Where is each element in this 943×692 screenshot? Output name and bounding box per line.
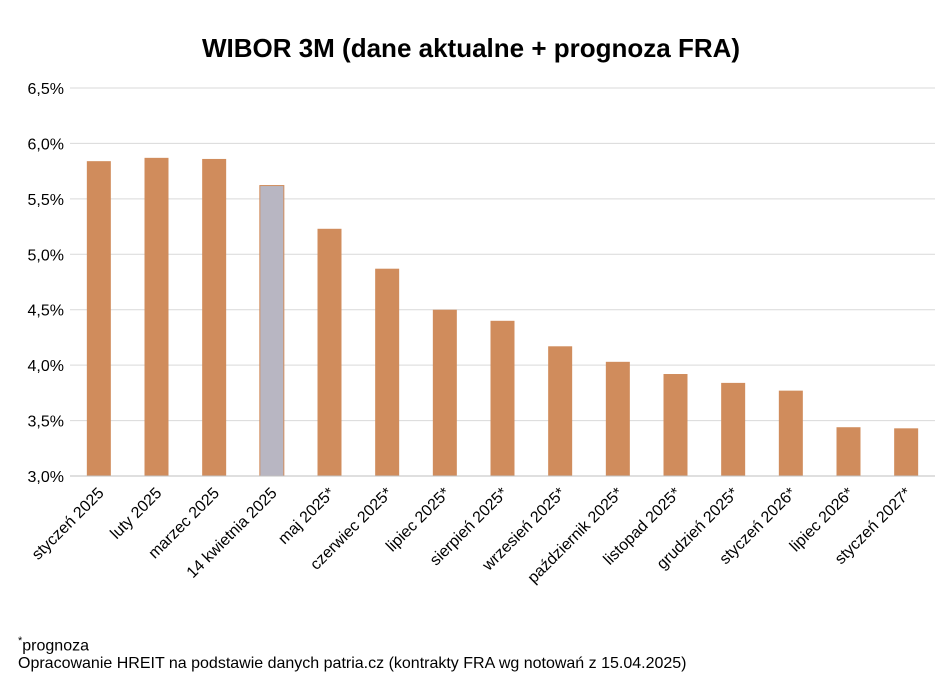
source-note: Opracowanie HREIT na podstawie danych pa… <box>18 655 687 672</box>
bar <box>375 268 400 476</box>
x-tick-label: luty 2025 <box>107 485 165 543</box>
wibor-bar-chart: WIBOR 3M (dane aktualne + prognoza FRA) … <box>28 33 935 587</box>
y-axis: 3,0% 3,5% 4,0% 4,5% 5,0% 5,5% 6,0% 6,5% <box>28 81 64 486</box>
bar <box>317 228 342 476</box>
footnote-forecast-label: prognoza <box>22 637 89 655</box>
bar <box>894 428 919 476</box>
x-tick-label: styczeń 2025 <box>29 485 108 564</box>
bar <box>490 320 515 476</box>
bar <box>836 427 861 476</box>
y-tick-label: 6,5% <box>28 81 64 98</box>
bar <box>202 158 227 476</box>
bar <box>605 361 630 476</box>
bar <box>663 374 688 476</box>
y-tick-label: 5,0% <box>28 247 64 264</box>
forecast-footnote: *prognoza <box>18 635 89 655</box>
bar <box>432 309 457 476</box>
x-tick-label: październik 2025* <box>525 485 627 587</box>
bar <box>778 390 803 476</box>
bar <box>721 382 746 476</box>
footnote-asterisk: * <box>18 635 23 647</box>
bars <box>86 157 919 477</box>
y-tick-label: 5,5% <box>28 192 64 209</box>
y-tick-label: 6,0% <box>28 136 64 153</box>
y-tick-label: 3,0% <box>28 469 64 486</box>
y-tick-label: 4,0% <box>28 358 64 375</box>
chart-title: WIBOR 3M (dane aktualne + prognoza FRA) <box>202 33 740 63</box>
bar <box>86 161 111 476</box>
bar <box>259 185 285 477</box>
y-tick-label: 3,5% <box>28 414 64 431</box>
bar <box>144 157 169 476</box>
y-tick-label: 4,5% <box>28 303 64 320</box>
x-tick-label: maj 2025* <box>275 485 338 548</box>
bar <box>548 346 573 476</box>
